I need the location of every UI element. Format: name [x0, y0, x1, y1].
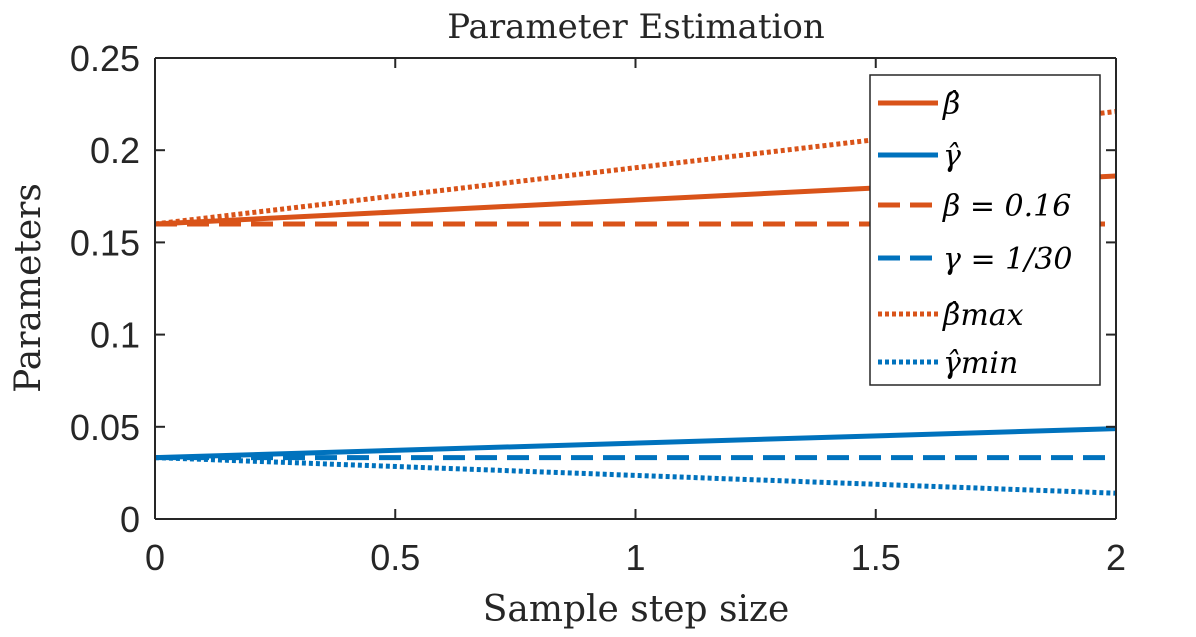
legend-label-gamma-hat-min: γ̂min: [943, 346, 1018, 381]
legend-item-gamma-hat: γ̂: [878, 139, 961, 174]
legend-item-beta-hat-max: β̂max: [878, 298, 1024, 333]
chart-title: Parameter Estimation: [447, 7, 825, 47]
y-axis-label: Parameters: [8, 183, 49, 393]
legend-label-beta-hat-max: β̂max: [942, 298, 1024, 333]
legend-label-gamma-hat: γ̂: [943, 139, 961, 174]
legend-label-gamma-true: γ = 1/30: [943, 242, 1073, 277]
series-line-gamma-hat: [155, 426, 1116, 461]
x-axis-label: Sample step size: [483, 589, 790, 630]
x-tick-label: 1: [625, 537, 645, 578]
y-tick-label: 0: [120, 499, 140, 540]
y-tick-label: 0.2: [90, 130, 140, 171]
legend-item-gamma-hat-min: γ̂min: [878, 346, 1018, 381]
legend-item-beta-hat: β̂: [878, 87, 960, 122]
legend-box: [869, 74, 1101, 386]
series-line-gamma-hat-min: [155, 455, 1116, 496]
y-tick-label: 0.1: [90, 315, 140, 356]
x-tick-label: 2: [1106, 537, 1126, 578]
y-tick-label: 0.25: [70, 38, 140, 79]
x-tick-label: 0: [145, 537, 165, 578]
legend-item-gamma-true: γ = 1/30: [878, 242, 1073, 277]
legend: β̂ γ̂ β = 0.16 γ = 1/30 β̂max γ̂min: [869, 74, 1101, 386]
legend-item-beta-true: β = 0.16: [878, 189, 1071, 224]
x-tick-label: 1.5: [851, 537, 901, 578]
x-tick-label: 0.5: [370, 537, 420, 578]
y-tick-label: 0.05: [70, 407, 140, 448]
legend-label-beta-true: β = 0.16: [942, 189, 1071, 224]
legend-label-beta-hat: β̂: [942, 87, 960, 122]
tick-layer: 0 0.5 1 1.5 2 0 0.05 0.1 0.15 0.2 0.25: [70, 38, 1126, 578]
y-tick-label: 0.15: [70, 222, 140, 263]
